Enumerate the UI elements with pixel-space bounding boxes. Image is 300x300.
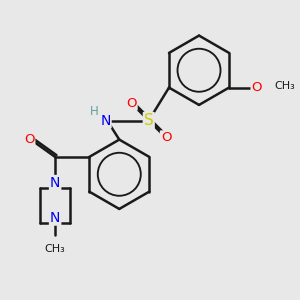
Text: O: O	[24, 133, 34, 146]
Text: N: N	[100, 113, 111, 128]
Text: H: H	[90, 105, 98, 119]
Text: O: O	[126, 97, 137, 110]
Text: N: N	[50, 211, 60, 225]
Text: O: O	[161, 131, 171, 144]
Text: S: S	[144, 113, 154, 128]
Text: CH₃: CH₃	[274, 81, 295, 91]
Text: O: O	[251, 81, 262, 94]
Text: N: N	[50, 176, 60, 190]
Text: CH₃: CH₃	[45, 244, 65, 254]
